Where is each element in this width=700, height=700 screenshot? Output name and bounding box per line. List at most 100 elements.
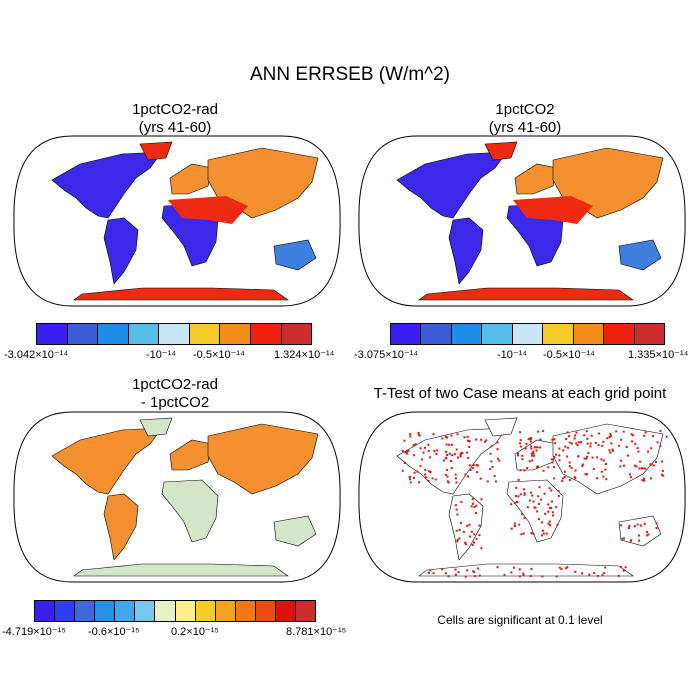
significant-cell (566, 431, 569, 434)
significant-cell (629, 539, 632, 542)
significant-cell (459, 455, 462, 458)
continent-antarctica (418, 287, 634, 301)
significant-cell (650, 447, 653, 450)
significant-cell (581, 465, 584, 467)
significant-cell (659, 430, 662, 433)
colorbar-tl (36, 323, 312, 345)
significant-cell (475, 538, 478, 541)
significant-cell (519, 493, 522, 496)
significant-cell (468, 523, 471, 526)
significant-cell (592, 467, 595, 470)
significant-cell (563, 470, 566, 473)
significant-cell (475, 464, 478, 466)
colorbar-bl-label-min: -4.719×10⁻¹⁵ (2, 626, 66, 638)
significant-cell (638, 467, 641, 470)
continent-australia (273, 239, 317, 271)
significant-cell (555, 453, 557, 456)
significant-cell (650, 477, 652, 480)
significant-cell (476, 464, 479, 467)
significant-cell (531, 494, 534, 497)
panel-title-tl-line2: (yrs 41-60) (138, 119, 212, 136)
significant-cell (533, 446, 536, 449)
significant-cell (462, 530, 465, 533)
significant-cell (579, 441, 582, 444)
significant-cell (522, 574, 525, 577)
significant-cell (541, 575, 544, 578)
significant-cell (536, 510, 539, 513)
significant-cell (424, 476, 427, 479)
significant-cell (480, 438, 483, 441)
significant-cell (490, 460, 493, 463)
significant-cell (622, 430, 625, 433)
significant-cell (618, 444, 621, 447)
significant-cell (412, 444, 415, 447)
significant-cell (540, 498, 543, 501)
significant-cell (460, 451, 463, 454)
significant-cell (459, 522, 462, 525)
significant-cell (473, 571, 476, 574)
significant-cell (496, 441, 499, 444)
significant-cell (575, 442, 578, 445)
significant-cell (576, 444, 579, 447)
significant-cell (625, 446, 628, 448)
significant-cell (473, 533, 476, 536)
significant-cell (535, 446, 538, 449)
significant-cell (635, 465, 638, 468)
significant-cell (489, 468, 492, 471)
significant-cell (604, 566, 607, 569)
significant-cell (446, 454, 449, 456)
significant-cell (456, 540, 459, 543)
continent-africa (161, 479, 219, 543)
significant-cell (428, 571, 430, 574)
panel-title-tl-line1: 1pctCO2-rad (132, 101, 218, 118)
significant-cell (524, 447, 527, 450)
significant-cell (513, 522, 516, 525)
significant-cell (604, 468, 607, 471)
significant-cell (522, 532, 525, 535)
significant-cell (655, 461, 657, 463)
significant-cell (464, 575, 467, 578)
map-difference (13, 411, 341, 583)
significant-cell (486, 480, 489, 483)
significant-cell (463, 436, 466, 439)
colorbar-tr-swatch (451, 324, 483, 344)
significant-cell (566, 455, 569, 458)
significant-cell (558, 447, 561, 450)
significant-cell (510, 571, 513, 574)
significant-cell (446, 480, 449, 483)
significant-cell (547, 522, 550, 525)
significant-cell (450, 460, 452, 462)
significant-cell (551, 511, 554, 514)
colorbar-tl-swatch (98, 324, 129, 344)
significant-cell (450, 443, 453, 446)
significant-cell (441, 568, 444, 571)
significant-cell (491, 465, 494, 468)
continent-europe (169, 439, 213, 471)
significant-cell (493, 475, 496, 477)
significant-cell (485, 439, 488, 442)
significant-cell (455, 477, 457, 480)
significant-cell (417, 432, 420, 434)
significant-cell (652, 464, 655, 467)
significant-cell (406, 450, 409, 453)
significant-cell (565, 438, 568, 440)
significant-cell (496, 448, 499, 451)
significant-cell (583, 457, 586, 460)
significant-cell (608, 436, 611, 438)
significant-cell (480, 498, 483, 501)
significant-cell (639, 460, 642, 463)
significant-cell (655, 522, 658, 525)
significant-cell (516, 500, 518, 503)
significant-cell (498, 459, 501, 462)
significant-cell (523, 517, 526, 519)
significant-cell (548, 506, 551, 509)
significant-cell (473, 506, 476, 508)
significant-cell (520, 533, 523, 536)
significant-cell (494, 480, 497, 483)
significant-cell (519, 431, 522, 434)
panel-title-bl-line2: - 1pctCO2 (140, 394, 210, 411)
significant-cell (596, 456, 599, 459)
significant-cell (643, 479, 646, 482)
significant-cell (467, 456, 470, 459)
significant-cell (587, 452, 590, 454)
